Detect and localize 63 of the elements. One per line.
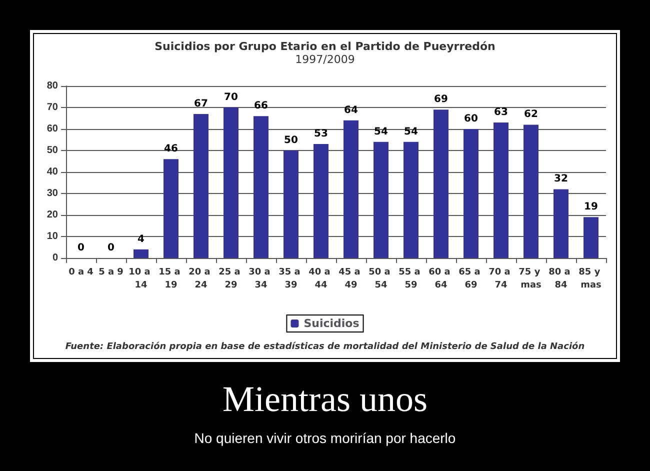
bar <box>284 150 298 258</box>
bar <box>584 217 598 258</box>
y-tick-label: 10 <box>46 231 58 242</box>
x-tick-label: 45 a 49 <box>338 268 364 290</box>
x-tick-label: 0 a 4 <box>68 268 94 278</box>
bar <box>554 189 568 258</box>
bar <box>164 159 178 258</box>
x-tick-label: 30 a 34 <box>248 268 274 290</box>
data-label: 32 <box>554 174 568 185</box>
x-tick-label: 35 a 39 <box>278 268 304 290</box>
y-tick-label: 70 <box>46 102 58 113</box>
legend-label: Suicidios <box>304 317 360 330</box>
source-note: Fuente: Elaboración propia en base de estadísticas de mortalidad del Ministerio de Salud de la Nación <box>64 342 586 352</box>
data-label: 67 <box>194 98 208 110</box>
bar <box>524 124 538 258</box>
x-tick-label: 70 a 74 <box>488 268 514 290</box>
data-label: 64 <box>344 104 358 116</box>
bar <box>494 122 508 258</box>
bar <box>254 116 268 258</box>
data-label: 63 <box>494 107 508 118</box>
x-tick-label: 15 a 19 <box>158 268 184 290</box>
x-tick-label: 10 a 14 <box>128 268 154 290</box>
chart-subtitle: 1997/2009 <box>295 53 355 66</box>
text: Mientras unos <box>222 378 428 420</box>
data-label: 50 <box>284 135 298 146</box>
text: No quieren vivir otros morirían por hacerlo <box>193 430 457 446</box>
data-label: 60 <box>464 114 478 124</box>
bar <box>434 110 448 258</box>
x-tick-label: 40 a 44 <box>308 268 334 290</box>
y-tick-label: 30 <box>46 188 58 199</box>
data-label: 0 <box>78 242 85 254</box>
data-label: 19 <box>584 202 598 213</box>
data-label: 53 <box>314 128 328 140</box>
data-label: 70 <box>224 92 238 103</box>
y-tick-label: 40 <box>46 166 58 178</box>
bar <box>314 144 328 258</box>
x-tick-label: 20 a 24 <box>188 268 214 290</box>
bar <box>344 120 358 258</box>
x-tick-label: 5 a 9 <box>98 268 124 278</box>
bar <box>224 108 238 258</box>
y-tick-label: 0 <box>52 252 58 264</box>
y-tick-label: 60 <box>46 124 58 134</box>
x-tick-label: 25 a 29 <box>218 268 244 290</box>
data-label: 4 <box>138 234 145 245</box>
data-label: 69 <box>434 94 448 106</box>
bar <box>404 142 418 258</box>
x-tick-label: 80 a 84 <box>548 268 574 290</box>
data-label: 0 <box>108 242 115 254</box>
x-tick-label: 55 a 59 <box>398 268 424 290</box>
bar <box>194 114 208 258</box>
y-tick-label: 80 <box>46 80 58 92</box>
y-tick-label: 50 <box>46 145 58 156</box>
bar <box>134 249 148 258</box>
bar <box>464 129 478 258</box>
x-tick-label: 65 a 69 <box>458 268 484 290</box>
data-label: 62 <box>524 109 538 120</box>
x-tick-label: 75 y mas <box>518 268 544 290</box>
chart-title: Suicidios por Grupo Etario en el Partido de Pueyrredón <box>154 40 496 53</box>
bar <box>374 142 388 258</box>
x-tick-label: 60 a 64 <box>428 268 454 290</box>
x-tick-label: 85 y mas <box>578 268 604 290</box>
x-tick-label: 50 a 54 <box>368 268 394 290</box>
y-tick-label: 20 <box>46 210 58 220</box>
